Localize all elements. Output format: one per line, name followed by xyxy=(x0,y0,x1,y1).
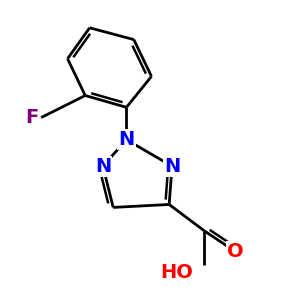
Text: N: N xyxy=(95,157,111,176)
Text: N: N xyxy=(118,130,135,149)
Text: HO: HO xyxy=(160,263,193,282)
Text: N: N xyxy=(164,157,180,176)
Text: F: F xyxy=(25,108,38,127)
Text: O: O xyxy=(227,242,244,261)
